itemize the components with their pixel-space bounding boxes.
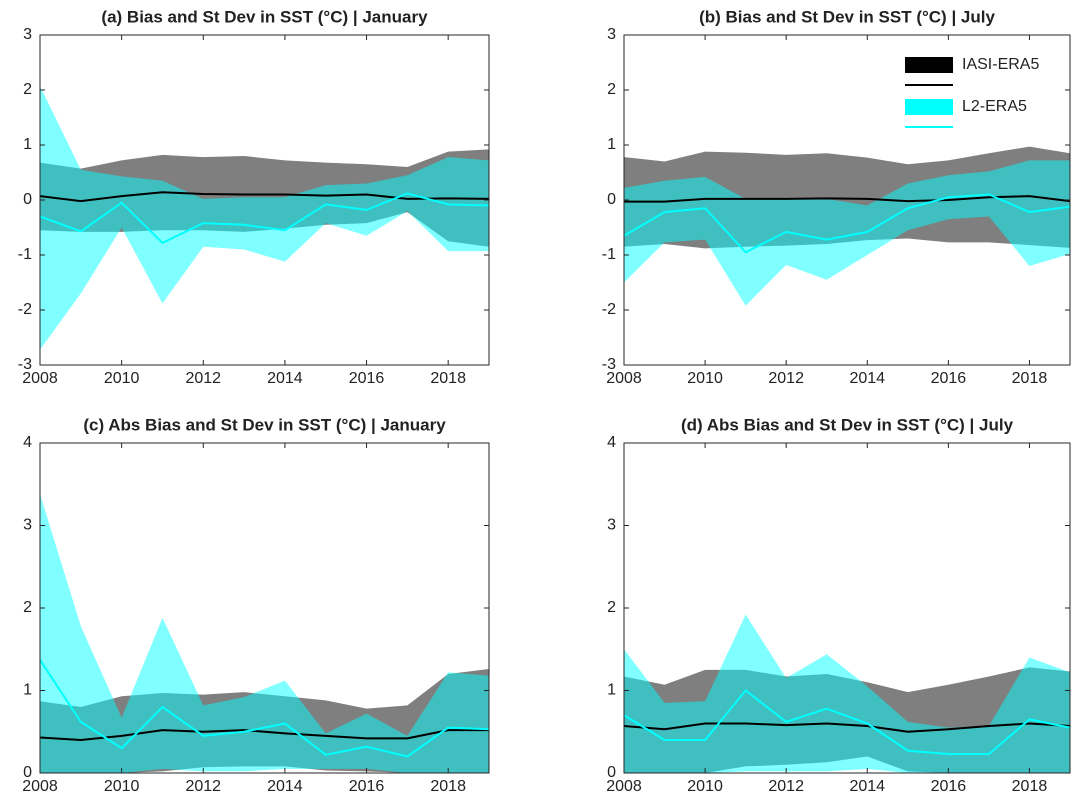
x-tick-label: 2014 bbox=[267, 778, 303, 795]
x-tick-label: 2016 bbox=[931, 778, 967, 795]
y-tick-label: 4 bbox=[23, 434, 32, 451]
x-tick-label: 2018 bbox=[1012, 370, 1048, 387]
mean-line bbox=[40, 191, 489, 203]
chart-title: (b) Bias and St Dev in SST (°C) | July bbox=[699, 7, 995, 26]
panel: -3 -2 -1 0 1 2 3 2008 2010 2012 2014 2016 2018 (a) Bi… bbox=[18, 7, 490, 387]
x-tick-label: 2014 bbox=[849, 778, 885, 795]
x-tick-label: 2008 bbox=[22, 370, 58, 387]
y-tick-label: 1 bbox=[23, 136, 32, 153]
y-tick-label: -1 bbox=[18, 246, 32, 263]
y-tick-label: 2 bbox=[23, 81, 32, 98]
mean-line bbox=[40, 729, 489, 742]
y-tick-label: -2 bbox=[602, 301, 616, 318]
y-tick-label: 0 bbox=[607, 191, 616, 208]
plot-area bbox=[40, 86, 489, 350]
x-tick-label: 2014 bbox=[267, 370, 303, 387]
band bbox=[624, 614, 1070, 773]
panel: 0 1 2 3 4 2008 2010 2012 2014 2016 2018 (c) Abs Bia… bbox=[22, 415, 490, 795]
mean-line bbox=[624, 689, 1070, 756]
x-tick-label: 2008 bbox=[606, 370, 642, 387]
y-tick-label: 0 bbox=[23, 764, 32, 781]
y-tick-label: 3 bbox=[607, 26, 616, 43]
plot-area bbox=[40, 494, 489, 773]
band bbox=[40, 494, 489, 773]
y-tick-label: 2 bbox=[23, 599, 32, 616]
mean-line bbox=[40, 659, 489, 758]
y-tick-label: -3 bbox=[18, 356, 32, 373]
panel: 0 1 2 3 4 2008 2010 2012 2014 2016 2018 (d) Abs Bia… bbox=[606, 415, 1071, 795]
y-tick-label: 3 bbox=[607, 517, 616, 534]
band bbox=[40, 86, 489, 350]
y-tick-label: -3 bbox=[602, 356, 616, 373]
x-tick-label: 2012 bbox=[185, 370, 221, 387]
x-tick-label: 2018 bbox=[430, 370, 466, 387]
y-tick-label: 4 bbox=[607, 434, 616, 451]
x-tick-label: 2008 bbox=[606, 778, 642, 795]
y-tick-label: 3 bbox=[23, 517, 32, 534]
x-tick-label: 2016 bbox=[349, 778, 385, 795]
y-tick-label: 2 bbox=[607, 81, 616, 98]
y-tick-label: 3 bbox=[23, 26, 32, 43]
y-tick-label: 1 bbox=[607, 136, 616, 153]
y-tick-label: -1 bbox=[602, 246, 616, 263]
x-tick-label: 2014 bbox=[849, 370, 885, 387]
plot-area bbox=[624, 146, 1070, 306]
x-tick-label: 2012 bbox=[768, 778, 804, 795]
mean-line bbox=[624, 722, 1070, 733]
x-tick-label: 2018 bbox=[430, 778, 466, 795]
plot-area bbox=[624, 614, 1070, 773]
legend-patch bbox=[905, 99, 953, 115]
x-tick-label: 2010 bbox=[687, 370, 723, 387]
x-tick-label: 2010 bbox=[687, 778, 723, 795]
legend-patch bbox=[905, 57, 953, 73]
x-tick-label: 2016 bbox=[349, 370, 385, 387]
x-tick-label: 2010 bbox=[104, 778, 140, 795]
legend-label: IASI-ERA5 bbox=[962, 56, 1039, 73]
y-tick-label: 2 bbox=[607, 599, 616, 616]
panel: -3 -2 -1 0 1 2 3 2008 2010 2012 2014 2016 2018 (b) Bi… bbox=[602, 7, 1071, 387]
mean-line bbox=[624, 193, 1070, 254]
x-tick-label: 2010 bbox=[104, 370, 140, 387]
chart-title: (d) Abs Bias and St Dev in SST (°C) | Ju… bbox=[681, 415, 1014, 434]
y-tick-label: 1 bbox=[607, 682, 616, 699]
y-tick-label: 1 bbox=[23, 682, 32, 699]
y-tick-label: 0 bbox=[607, 764, 616, 781]
chart-title: (a) Bias and St Dev in SST (°C) | Januar… bbox=[101, 7, 428, 26]
legend-label: L2-ERA5 bbox=[962, 98, 1027, 115]
x-tick-label: 2008 bbox=[22, 778, 58, 795]
chart-title: (c) Abs Bias and St Dev in SST (°C) | Ja… bbox=[83, 415, 446, 434]
x-tick-label: 2018 bbox=[1012, 778, 1048, 795]
y-tick-label: -2 bbox=[18, 301, 32, 318]
x-tick-label: 2012 bbox=[185, 778, 221, 795]
x-tick-label: 2016 bbox=[931, 370, 967, 387]
y-tick-label: 0 bbox=[23, 191, 32, 208]
x-tick-label: 2012 bbox=[768, 370, 804, 387]
mean-line bbox=[40, 192, 489, 245]
